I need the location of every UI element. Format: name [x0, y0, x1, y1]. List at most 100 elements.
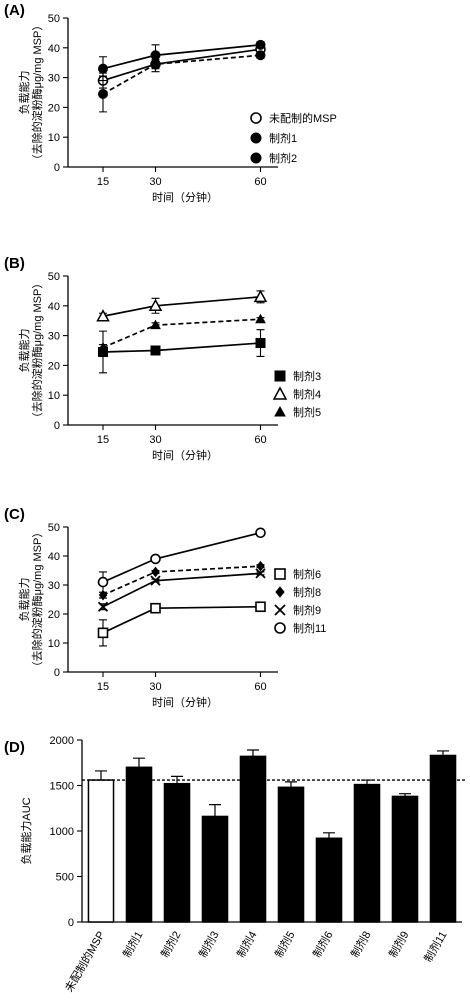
y-tick-label: 20	[48, 609, 60, 621]
series-line	[102, 48, 261, 82]
y-tick-label: 50	[48, 13, 60, 25]
legend: 制剂3 制剂4 制剂5	[272, 369, 321, 419]
panel-label: (B)	[4, 255, 25, 272]
data-point	[255, 527, 266, 539]
error-bar	[437, 750, 449, 756]
series-line	[102, 43, 261, 70]
bar	[353, 783, 381, 923]
data-point	[98, 63, 108, 74]
data-point	[97, 342, 109, 352]
y-tick-label: 1500	[50, 781, 74, 793]
bar-group: 制剂2	[157, 775, 191, 960]
legend-marker	[274, 568, 286, 580]
error-bar	[285, 781, 297, 788]
bar-group: 制剂3	[195, 804, 229, 960]
x-tick-label: 15	[97, 434, 109, 446]
series-line	[102, 605, 261, 634]
series-3	[98, 50, 266, 113]
legend-marker	[274, 622, 286, 634]
data-point	[98, 88, 108, 99]
legend-entry: 制剂11	[293, 621, 326, 635]
y-axis-title-line1: 负载能力	[17, 71, 31, 115]
y-tick-label: 40	[48, 43, 60, 55]
data-point	[255, 39, 266, 50]
legend-marker	[250, 112, 262, 124]
y-tick-label: 10	[48, 638, 60, 650]
chart-panel-4: (D) 0 500 1000 1500 2000 负载能力AUC 未配制的MSP 制剂1 制剂2 制…	[4, 735, 466, 994]
bar	[239, 755, 267, 923]
data-point	[150, 575, 161, 586]
bar-group: 制剂5	[271, 781, 305, 960]
error-bar	[133, 757, 145, 768]
data-point	[96, 309, 110, 322]
chart-panel-2: (B) 0 10 20 30 40 50 15 30 60 时间（分钟） 负载能力 （去除的淀粉酶μg/…	[4, 255, 321, 462]
bar-group: 制剂11	[421, 750, 457, 964]
legend: 制剂6 制剂8 制剂9 制剂11	[274, 567, 326, 635]
series-line	[102, 342, 261, 353]
bar	[87, 779, 115, 923]
x-tick-label: 15	[97, 681, 109, 693]
y-axis-title-line2: （去除的淀粉酶μg/mg MSP）	[30, 20, 44, 166]
x-tick-label: 未配制的MSP	[62, 929, 108, 995]
error-bar	[323, 832, 335, 839]
series-3	[97, 313, 266, 352]
y-tick-label: 50	[48, 271, 60, 283]
legend-entry: 制剂6	[293, 567, 321, 581]
x-axis-title: 时间（分钟）	[152, 448, 218, 462]
x-axis-title: 时间（分钟）	[152, 190, 218, 204]
y-tick-label: 40	[48, 301, 60, 313]
y-tick-label: 2000	[50, 735, 74, 747]
y-tick-label: 40	[48, 551, 60, 563]
legend-entry: 制剂5	[293, 405, 321, 419]
bar	[163, 782, 191, 923]
data-point	[255, 50, 266, 61]
data-point	[97, 601, 109, 612]
data-point	[98, 589, 108, 601]
data-point	[255, 601, 266, 613]
bar	[315, 837, 343, 923]
data-point	[255, 313, 266, 324]
bar-group: 制剂8	[347, 779, 381, 960]
y-axis-title: 负载能力AUC	[19, 797, 33, 864]
x-tick-label: 60	[254, 681, 266, 693]
y-tick-label: 50	[48, 522, 60, 534]
x-tick-label: 15	[97, 176, 109, 188]
y-axis-title-line1: 负载能力	[17, 329, 31, 373]
legend-entry: 制剂3	[293, 369, 321, 383]
x-tick-label: 制剂6	[309, 929, 335, 960]
series-line	[102, 318, 261, 349]
data-point	[97, 627, 109, 639]
data-point	[97, 576, 109, 588]
y-tick-label: 0	[54, 420, 60, 432]
y-axis-title-line2: （去除的淀粉酶μg/mg MSP）	[30, 278, 44, 424]
series-3	[97, 568, 266, 612]
panel-label: (A)	[4, 2, 25, 19]
series-1	[97, 601, 266, 647]
x-tick-label: 制剂3	[195, 929, 221, 960]
legend-marker	[274, 370, 286, 382]
y-tick-label: 0	[54, 162, 60, 174]
x-tick-label: 制剂9	[385, 929, 411, 960]
bar	[277, 786, 305, 923]
y-tick-label: 10	[48, 390, 60, 402]
bar	[125, 766, 153, 923]
series-4	[97, 527, 266, 593]
bar	[391, 795, 419, 923]
y-tick-label: 20	[48, 360, 60, 372]
legend-entry: 制剂4	[293, 387, 321, 401]
bar-group: 制剂4	[233, 749, 267, 960]
error-bar	[95, 770, 107, 781]
x-tick-label: 制剂8	[347, 929, 373, 960]
y-axis-title-line2: （去除的淀粉酶μg/mg MSP）	[30, 527, 44, 673]
legend-marker	[250, 132, 262, 144]
series-line	[102, 565, 261, 596]
legend-entry: 未配制的MSP	[269, 111, 337, 125]
x-tick-label: 60	[254, 434, 266, 446]
data-point	[256, 560, 265, 572]
y-tick-label: 30	[48, 73, 60, 85]
x-tick-label: 制剂5	[271, 929, 297, 960]
series-1	[97, 43, 266, 89]
y-tick-label: 500	[56, 872, 74, 884]
y-tick-label: 0	[68, 917, 74, 929]
